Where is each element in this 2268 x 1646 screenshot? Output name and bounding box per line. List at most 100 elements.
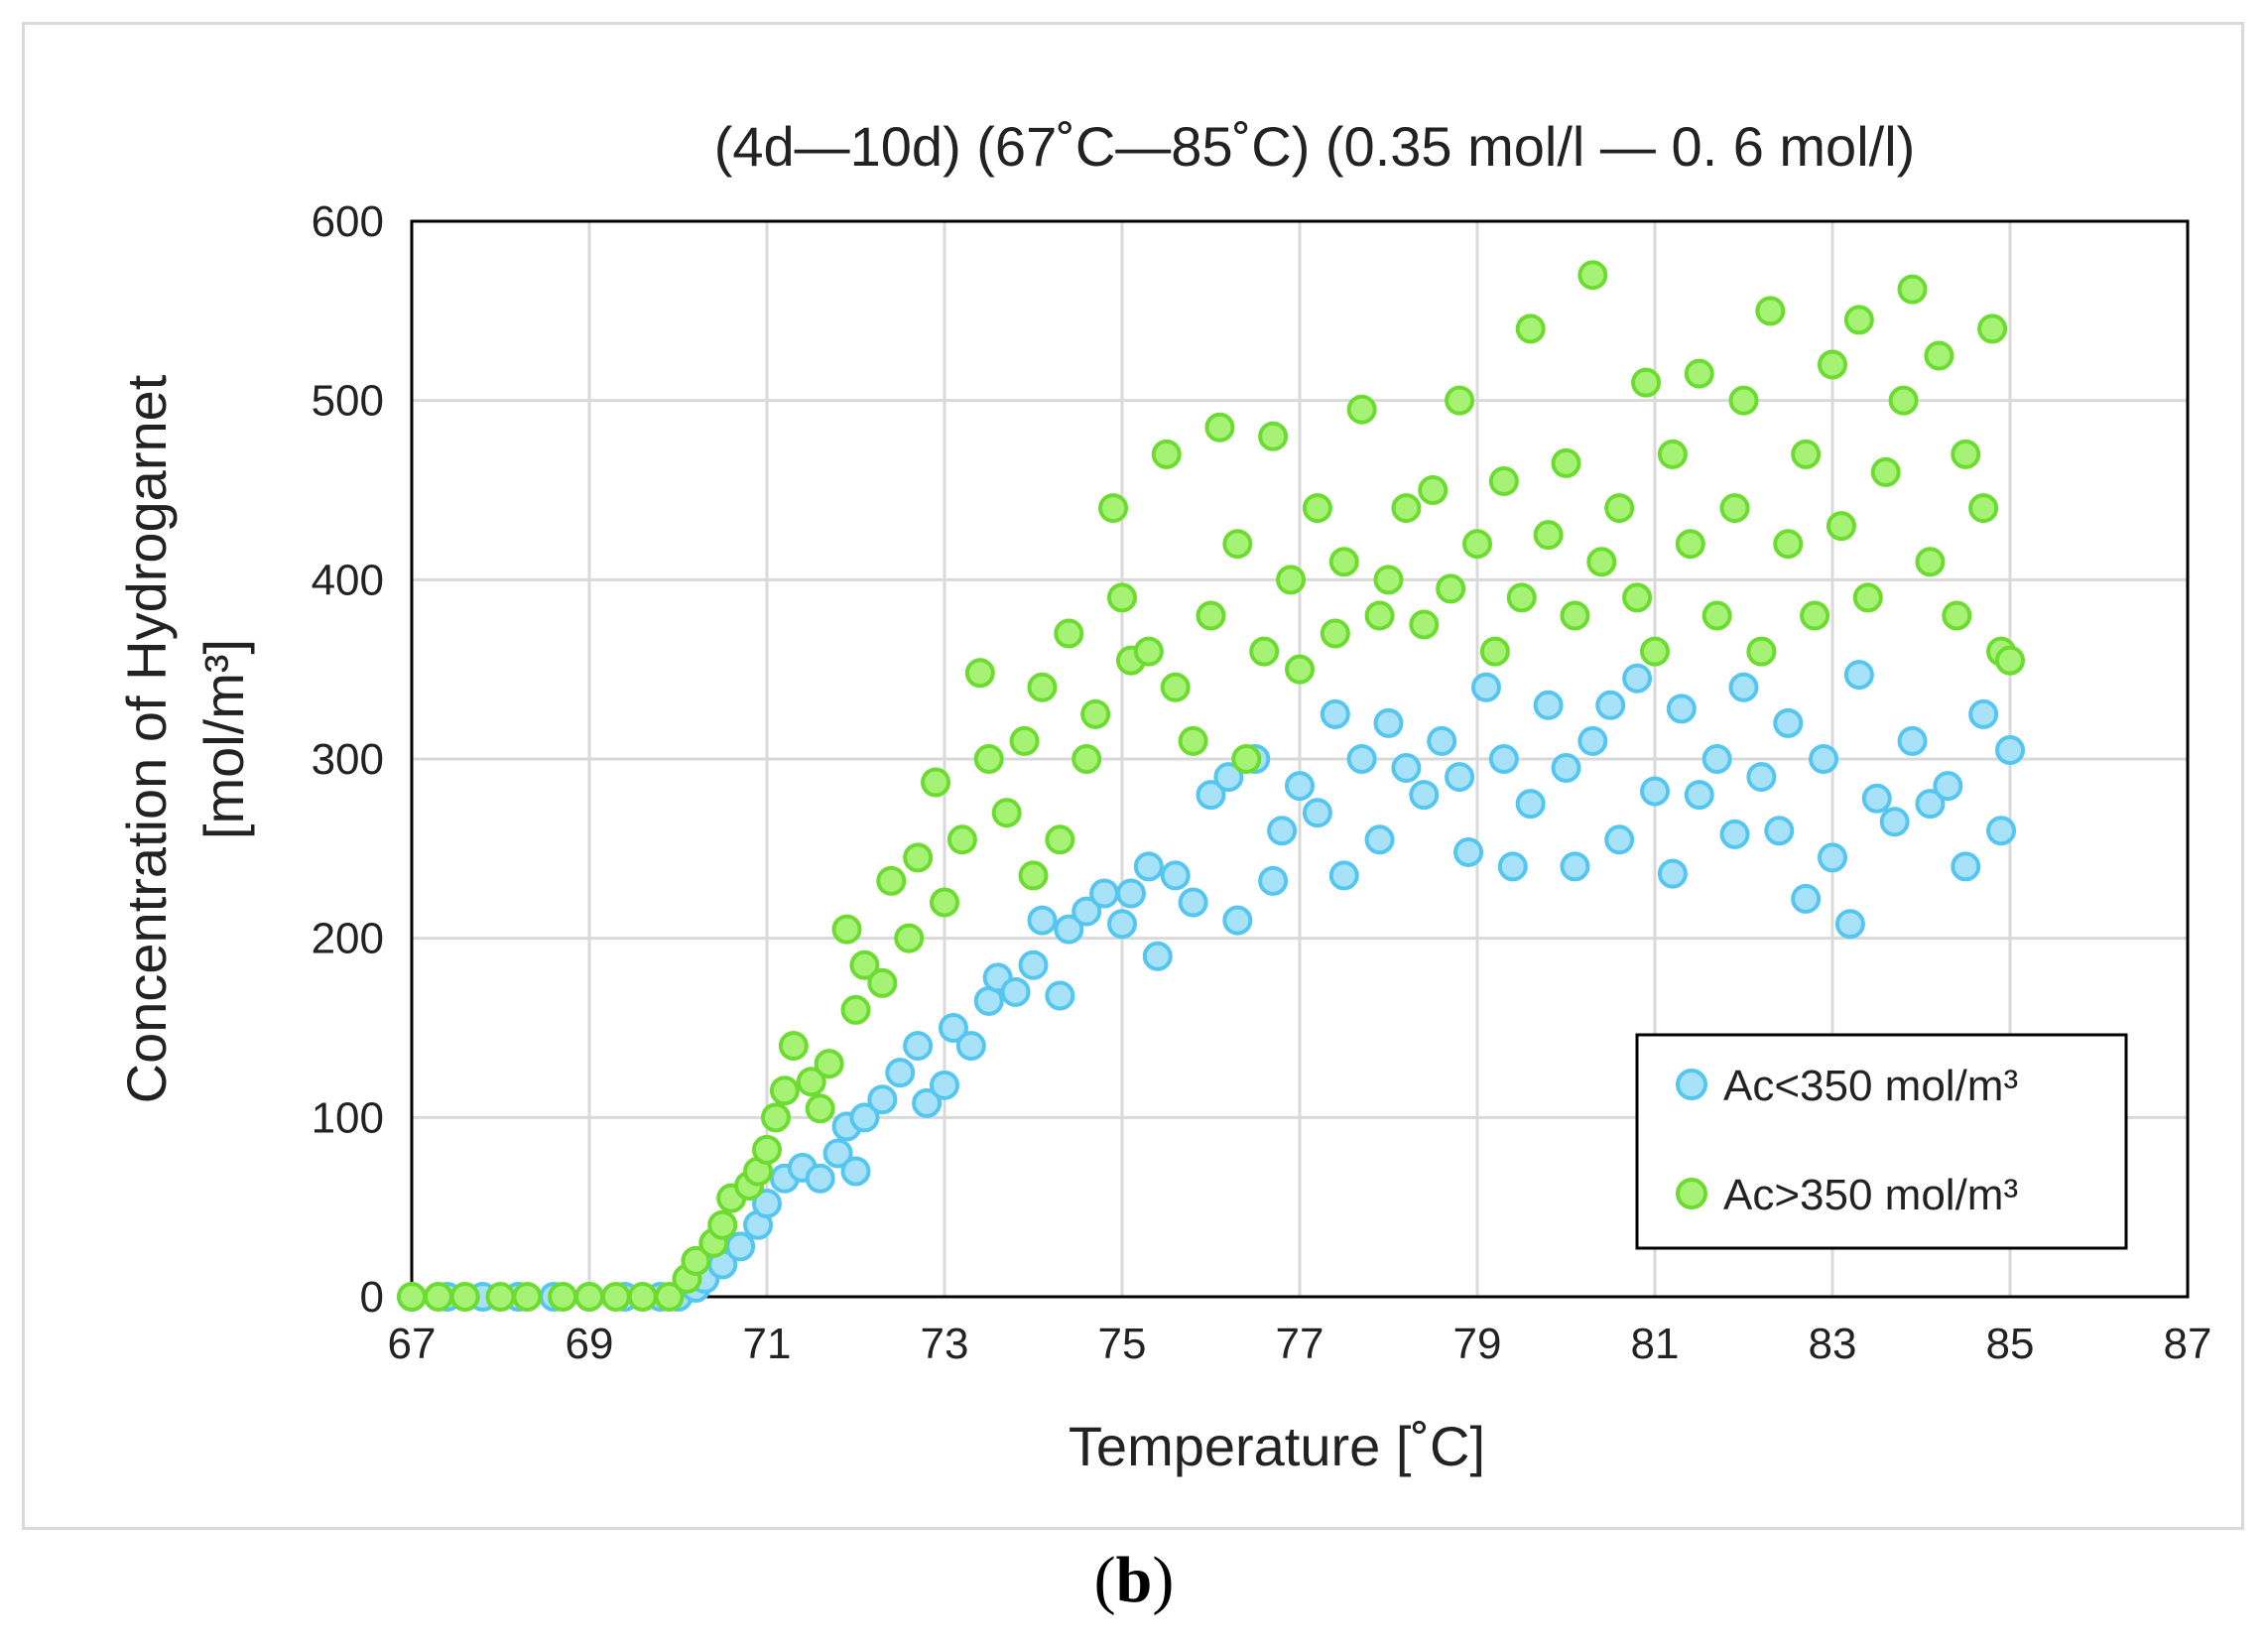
- data-point: [1657, 858, 1688, 889]
- data-point: [894, 923, 925, 953]
- data-point: [1445, 385, 1475, 416]
- data-point: [1488, 744, 1519, 774]
- x-tick-label: 71: [743, 1320, 792, 1368]
- data-point: [1027, 905, 1058, 936]
- data-point: [1551, 447, 1581, 478]
- data-point: [1045, 980, 1075, 1011]
- data-points: [397, 260, 2025, 1312]
- data-point: [876, 865, 907, 896]
- data-point: [1861, 783, 1892, 814]
- data-point: [1897, 274, 1928, 305]
- data-point: [1196, 600, 1226, 631]
- data-point: [1089, 878, 1120, 909]
- data-point: [1951, 439, 1981, 469]
- y-axis-label-line1: Concentration of Hydrogarnet: [115, 374, 178, 1103]
- data-point: [1719, 493, 1750, 524]
- data-point: [831, 914, 862, 945]
- data-point: [1302, 493, 1332, 524]
- data-point: [1560, 600, 1590, 631]
- data-point: [903, 1031, 934, 1062]
- data-point: [840, 994, 871, 1025]
- data-point: [778, 1031, 809, 1062]
- data-point: [1071, 896, 1102, 927]
- data-point: [1515, 314, 1546, 344]
- data-point: [1418, 475, 1449, 505]
- legend-label-ac-low: Ac<350 mol/m³: [1723, 1062, 2018, 1110]
- chart-title: (4d—10d) (67˚C—85˚C) (0.35 mol/l — 0. 6 …: [714, 115, 1916, 178]
- data-point: [805, 1163, 835, 1194]
- data-point: [1018, 950, 1049, 980]
- legend: Ac<350 mol/m³ Ac>350 mol/m³: [1635, 1033, 2128, 1250]
- y-tick-label: 0: [360, 1273, 384, 1322]
- data-point: [1951, 851, 1981, 882]
- data-point: [1098, 493, 1129, 524]
- y-tick-label: 600: [312, 197, 384, 246]
- data-point: [1258, 421, 1289, 451]
- data-point: [1968, 493, 1999, 524]
- data-point: [1160, 860, 1191, 891]
- data-point: [1942, 600, 1972, 631]
- caption-letter: b: [1115, 1544, 1153, 1616]
- data-point: [840, 1156, 871, 1187]
- data-point: [1267, 816, 1298, 846]
- data-point: [1915, 789, 1946, 820]
- caption-open: (: [1093, 1544, 1116, 1616]
- plot-area-border: [410, 219, 2190, 1299]
- data-point: [1684, 780, 1714, 811]
- data-point: [1728, 672, 1759, 702]
- data-point: [1870, 456, 1901, 487]
- data-point: [1151, 439, 1182, 469]
- legend-label-ac-high: Ac>350 mol/m³: [1723, 1171, 2018, 1219]
- data-point: [1640, 776, 1670, 807]
- data-point: [1018, 860, 1049, 891]
- data-point: [1000, 976, 1031, 1007]
- y-tick-label: 300: [312, 735, 384, 784]
- data-point: [1843, 305, 1874, 335]
- x-tick-label: 81: [1631, 1320, 1680, 1368]
- data-point: [1746, 762, 1777, 793]
- data-point: [1604, 493, 1635, 524]
- data-point: [1586, 547, 1617, 577]
- data-point: [1852, 582, 1883, 613]
- data-point: [600, 1282, 631, 1312]
- x-tick-label: 79: [1453, 1320, 1502, 1368]
- data-point: [1809, 744, 1839, 774]
- data-point: [1577, 725, 1608, 756]
- data-point: [1533, 520, 1564, 551]
- legend-marker-ac-low: [1676, 1069, 1707, 1100]
- data-point: [867, 1084, 898, 1115]
- x-tick-label: 67: [388, 1320, 437, 1368]
- data-point: [1728, 385, 1759, 416]
- data-point: [1773, 529, 1804, 560]
- x-tick-label: 83: [1809, 1320, 1857, 1368]
- data-point: [885, 1058, 916, 1088]
- data-point: [1933, 771, 1963, 802]
- x-tick-label: 73: [921, 1320, 969, 1368]
- data-point: [1445, 762, 1475, 793]
- data-point: [1196, 780, 1226, 811]
- data-point: [1897, 725, 1928, 756]
- data-point: [681, 1245, 711, 1276]
- data-point: [1285, 654, 1315, 685]
- data-point: [1479, 636, 1510, 667]
- data-point: [1276, 565, 1307, 595]
- legend-box: [1635, 1033, 2128, 1250]
- data-point: [1427, 725, 1457, 756]
- data-point: [1551, 753, 1581, 784]
- data-point: [512, 1282, 543, 1312]
- data-point: [1834, 909, 1865, 940]
- data-point: [1666, 694, 1697, 724]
- data-point: [1675, 529, 1705, 560]
- data-point: [805, 1093, 835, 1124]
- data-point: [1133, 636, 1164, 667]
- data-point: [1915, 547, 1946, 577]
- data-point: [1968, 698, 1999, 729]
- data-point: [1027, 672, 1058, 702]
- data-point: [1640, 636, 1670, 667]
- data-point: [1986, 816, 2017, 846]
- data-point: [1302, 798, 1332, 828]
- data-point: [1719, 819, 1750, 849]
- data-point: [849, 950, 880, 980]
- data-point: [1320, 618, 1350, 649]
- data-point: [1373, 707, 1404, 738]
